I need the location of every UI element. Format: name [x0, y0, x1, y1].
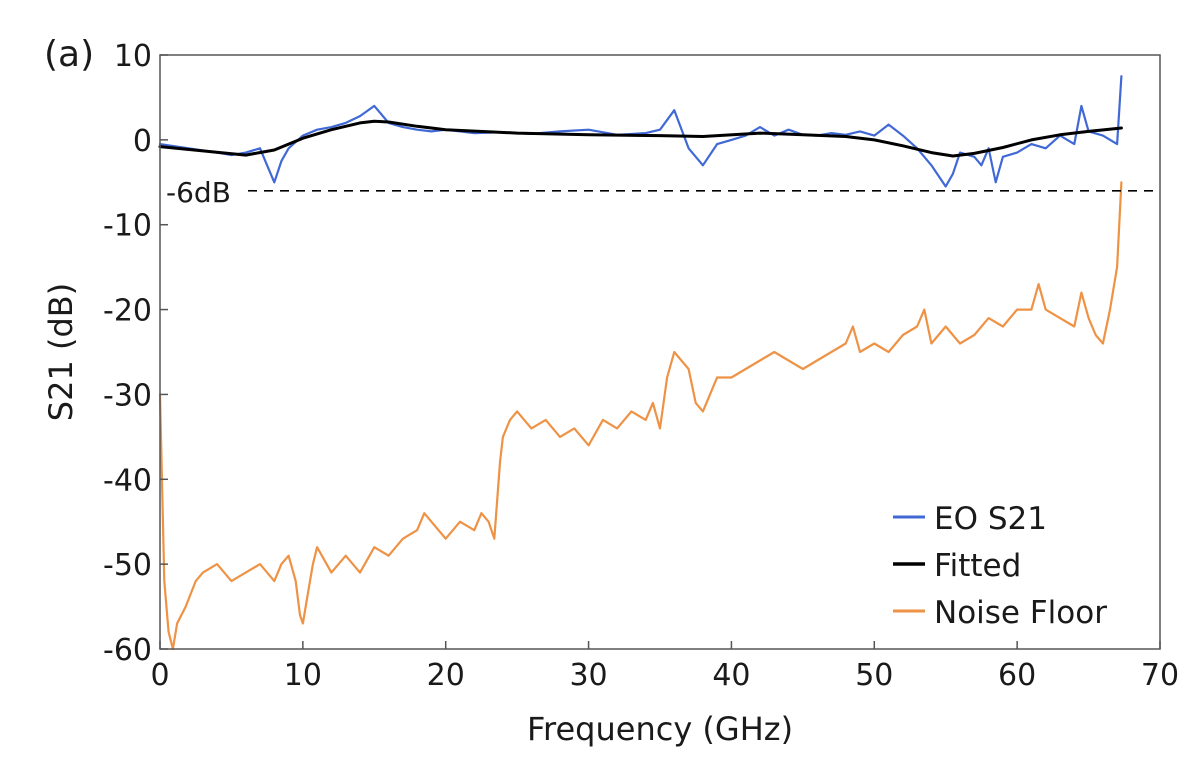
y-tick-label: -10: [103, 209, 152, 244]
legend-label-noise-floor: Noise Floor: [934, 595, 1107, 631]
x-tick-label: 10: [284, 658, 322, 693]
x-tick-label: 40: [712, 658, 750, 693]
y-tick-label: 0: [133, 124, 152, 159]
plot-frame: [159, 54, 1161, 650]
series-line-noise-floor: [158, 181, 1123, 651]
y-tick-label: -50: [103, 548, 152, 583]
x-tick-label: 20: [427, 658, 465, 693]
legend: EO S21 Fitted Noise Floor: [893, 501, 1107, 631]
series-line-eo-s21: [158, 75, 1123, 188]
y-axis-ticks: 10 0 -10 -20 -30 -40 -50 -60: [103, 39, 168, 668]
y-axis-title: S21 (dB): [42, 283, 80, 421]
x-tick-label: 70: [1141, 658, 1179, 693]
y-tick-label: 10: [114, 39, 152, 74]
x-tick-label: 30: [569, 658, 607, 693]
x-tick-label: 60: [998, 658, 1036, 693]
x-axis-title: Frequency (GHz): [527, 710, 793, 748]
panel-label: (a): [44, 34, 94, 75]
legend-label-fitted: Fitted: [934, 548, 1021, 584]
y-tick-label: -20: [103, 294, 152, 329]
reference-line-label: -6dB: [166, 176, 231, 209]
x-tick-label: 50: [855, 658, 893, 693]
y-tick-label: -60: [103, 633, 152, 668]
y-tick-label: -40: [103, 463, 152, 498]
legend-label-eo-s21: EO S21: [934, 501, 1047, 537]
series-line-fitted: [158, 119, 1123, 158]
x-tick-label: 0: [150, 658, 169, 693]
series-layer: [158, 75, 1123, 651]
y-tick-label: -30: [103, 378, 152, 413]
x-axis-ticks: 0 10 20 30 40 50 60 70: [150, 641, 1179, 693]
